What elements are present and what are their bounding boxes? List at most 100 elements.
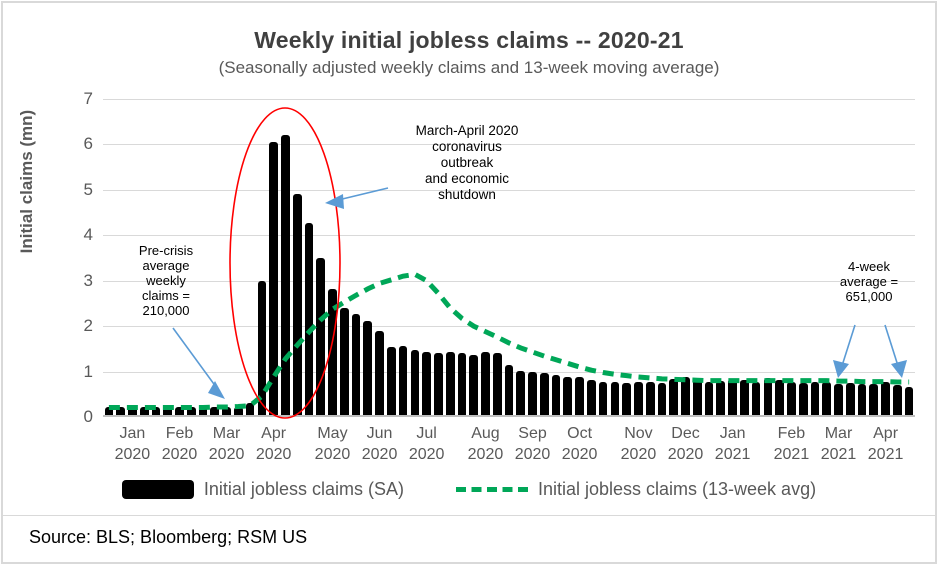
x-axis-tick-label: Sep 2020: [514, 425, 551, 463]
bar: [798, 383, 808, 417]
bar: [116, 407, 125, 417]
x-axis-tick-label: May 2020: [314, 425, 351, 463]
x-axis: Jan 2020 Feb 2020 Mar 2020 Apr 2020 May 2020 Jun 20…: [103, 423, 915, 469]
bar: [587, 380, 596, 417]
bar: [610, 382, 620, 417]
bar: [751, 381, 761, 417]
bar: [904, 387, 914, 417]
bar: [740, 380, 749, 417]
legend-item[interactable]: Initial jobless claims (13-week avg): [455, 479, 817, 500]
legend-label: Initial jobless claims (13-week avg): [537, 479, 817, 499]
gridline: [103, 144, 915, 146]
bar: [445, 351, 455, 417]
x-axis-tick-label: Oct 2020: [561, 425, 598, 463]
annotation-precrisis: Pre-crisis average weekly claims = 210,0…: [138, 243, 194, 318]
bar: [210, 407, 220, 417]
legend-bar-swatch-icon: [121, 480, 194, 499]
bar: [139, 407, 149, 417]
bar: [539, 372, 549, 417]
bar: [810, 382, 820, 417]
y-axis-tick-label: 0: [83, 407, 93, 426]
bar: [422, 352, 431, 417]
y-axis-title: Initial claims (mn): [17, 0, 37, 254]
bar: [375, 330, 384, 417]
bar: [163, 407, 173, 417]
bar: [822, 382, 832, 417]
gridline: [103, 280, 915, 282]
chart-title: Weekly initial jobless claims -- 2020-21: [254, 27, 684, 53]
moving-average-polyline: [108, 271, 910, 410]
bar: [492, 352, 502, 417]
bar: [575, 377, 584, 417]
bar: [434, 352, 443, 417]
bar: [857, 383, 867, 417]
gridline: [103, 99, 915, 100]
gridline: [103, 326, 915, 328]
bar: [175, 407, 184, 417]
y-axis-tick-label: 3: [83, 270, 93, 290]
x-axis-tick-label: Aug 2020: [467, 425, 504, 463]
bar: [845, 382, 855, 417]
bar: [763, 377, 773, 417]
bar: [504, 364, 514, 417]
bar: [787, 382, 796, 417]
bar: [222, 407, 231, 417]
bar: [716, 381, 726, 417]
bar: [528, 372, 537, 417]
bar: [457, 352, 467, 417]
bar: [881, 382, 890, 417]
gridline: [103, 189, 915, 191]
x-axis-tick-label: Dec 2020: [667, 425, 704, 463]
bar: [622, 382, 632, 417]
source-text: Source: BLS; Bloomberg; RSM US: [29, 527, 308, 547]
x-axis-tick-label: Jan 2021: [714, 425, 751, 463]
annotation-covid: March-April 2020 coronavirus outbreak an…: [415, 123, 519, 202]
x-axis-tick-label: Apr 2021: [867, 425, 904, 463]
bar: [469, 354, 479, 417]
bar: [386, 347, 396, 417]
chart-legend: Initial jobless claims (SA) Initial joble…: [3, 479, 935, 500]
bar: [339, 307, 349, 417]
bar: [481, 352, 490, 417]
x-axis-tick-label: Jun 2020: [361, 425, 398, 463]
bar: [869, 384, 879, 417]
legend-label: Initial jobless claims (SA): [203, 479, 404, 499]
bar: [151, 407, 161, 417]
bar: [563, 377, 573, 417]
y-axis-tick-label: 6: [83, 134, 93, 154]
bar: [398, 346, 408, 417]
x-axis-tick-label: Apr 2020: [255, 425, 292, 463]
gridline: [103, 235, 915, 237]
y-axis-tick-label: 4: [83, 225, 93, 245]
bar: [410, 349, 420, 417]
bar: [704, 381, 714, 417]
chart-subtitle: (Seasonally adjusted weekly claims and 1…: [218, 58, 720, 77]
x-axis-tick-label: Mar 2021: [820, 425, 857, 463]
y-axis-tick-label: 1: [83, 361, 93, 381]
y-axis-tick-label: 7: [83, 89, 93, 108]
bar: [516, 371, 526, 417]
x-axis-tick-label: Jul 2020: [408, 425, 445, 463]
legend-item[interactable]: Initial jobless claims (SA): [121, 479, 404, 500]
bar: [551, 374, 561, 417]
bar: [669, 379, 679, 417]
bar: [198, 407, 208, 417]
gridline: [103, 417, 915, 418]
bar: [657, 383, 667, 417]
annotation-four-week-average: 4-week average = 651,000: [839, 259, 899, 304]
y-axis-title-label: Initial claims (mn): [17, 109, 36, 254]
bar: [128, 407, 137, 417]
x-axis-tick-label: Jan 2020: [114, 425, 151, 463]
bar: [834, 383, 843, 417]
y-axis-tick-label: 5: [83, 179, 93, 199]
y-axis-tick-label: 2: [83, 316, 93, 336]
source-divider: [3, 515, 935, 516]
bar: [892, 385, 902, 417]
x-axis-tick-label: Feb 2020: [161, 425, 198, 463]
bar: [692, 380, 702, 417]
x-axis-tick-label: Mar 2020: [208, 425, 245, 463]
bar: [104, 407, 114, 417]
bar: [728, 378, 737, 417]
legend-dashed-line-swatch-icon: [455, 487, 528, 492]
